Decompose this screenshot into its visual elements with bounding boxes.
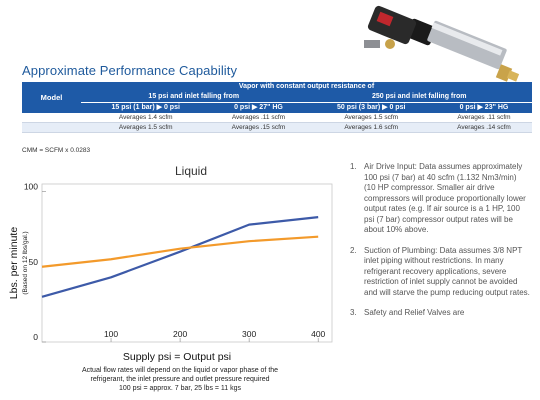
note-number: 2. [350, 245, 357, 255]
y-axis-sublabel: (Based on 12 lbs/gal.) [22, 231, 29, 294]
table-cell-model [22, 122, 81, 133]
caption-line: Actual flow rates will depend on the liq… [81, 367, 279, 374]
table-cell: Averages .11 scfm [435, 113, 532, 123]
table-header-group-2: 250 psi and inlet falling from [306, 92, 532, 103]
table-row: Averages 1.5 scfm Averages .15 scfm Aver… [22, 122, 532, 133]
note-text: Suction of Plumbing: Data assumes 3/8 NP… [364, 245, 530, 297]
y-tick-label: 0 [33, 332, 38, 342]
note-text: Safety and Relief Valves are [364, 308, 465, 317]
pump-product-photo [364, 5, 520, 82]
x-axis-label: Supply psi = Output psi [123, 351, 231, 363]
series-line-1 [41, 216, 319, 298]
table-subheader: 0 psi ▶ 27" HG [210, 102, 307, 113]
x-tick-label: 100 [104, 329, 118, 339]
table-row: Averages 1.4 scfm Averages .11 scfm Aver… [22, 113, 532, 123]
table-cell: Averages 1.5 scfm [81, 122, 211, 133]
series-line-2 [41, 235, 319, 268]
table-subheader: 50 psi (3 bar) ▶ 0 psi [306, 102, 436, 113]
table-header-vapor: Vapor with constant output resistance of [81, 82, 532, 92]
note-item: 3. Safety and Relief Valves are [350, 308, 530, 319]
table-header-group-1: 15 psi and inlet falling from [81, 92, 307, 103]
y-tick-label: 50 [29, 257, 39, 267]
notes-list: 1. Air Drive Input: Data assumes approxi… [350, 162, 530, 329]
table-cell: Averages .15 scfm [210, 122, 307, 133]
caption-line: refrigerant, the inlet pressure and outl… [90, 376, 270, 383]
table-cell: Averages .11 scfm [210, 113, 307, 123]
table-cell: Averages 1.5 scfm [306, 113, 436, 123]
table-subheader: 15 psi (1 bar) ▶ 0 psi [81, 102, 211, 113]
chart-svg: Liquid 0 50 100 100 200 300 400 Lbs. per minute(… [8, 164, 333, 363]
x-tick-label: 300 [242, 329, 256, 339]
y-tick-label: 100 [24, 182, 38, 192]
section-title: Approximate Performance Capability [22, 63, 238, 78]
note-number: 1. [350, 162, 357, 171]
table-header-model: Model [22, 82, 81, 113]
table-cell: Averages 1.4 scfm [81, 113, 211, 123]
plot-frame [41, 183, 333, 343]
table-cell-model [22, 113, 81, 123]
note-number: 3. [350, 308, 357, 317]
x-tick-label: 200 [173, 329, 187, 339]
chart-caption: Actual flow rates will depend on the liq… [30, 366, 330, 393]
y-axis-label: Lbs. per minute [8, 227, 20, 300]
x-tick-label: 400 [311, 329, 325, 339]
note-item: 1. Air Drive Input: Data assumes approxi… [350, 162, 530, 236]
liquid-chart: Liquid 0 50 100 100 200 300 400 Lbs. per minute(… [0, 160, 340, 400]
cmm-note: CMM = SCFM x 0.0283 [22, 147, 91, 154]
table-cell: Averages .14 scfm [435, 122, 532, 133]
performance-table: Model Vapor with constant output resista… [22, 82, 532, 133]
table-subheader: 0 psi ▶ 23" HG [435, 102, 532, 113]
caption-line: 100 psi = approx. 7 bar, 25 lbs = 11 kgs [118, 385, 242, 392]
note-item: 2. Suction of Plumbing: Data assumes 3/8… [350, 246, 530, 299]
table-cell: Averages 1.6 scfm [306, 122, 436, 133]
chart-title: Liquid [175, 164, 207, 178]
note-text: Air Drive Input: Data assumes approximat… [364, 162, 526, 234]
